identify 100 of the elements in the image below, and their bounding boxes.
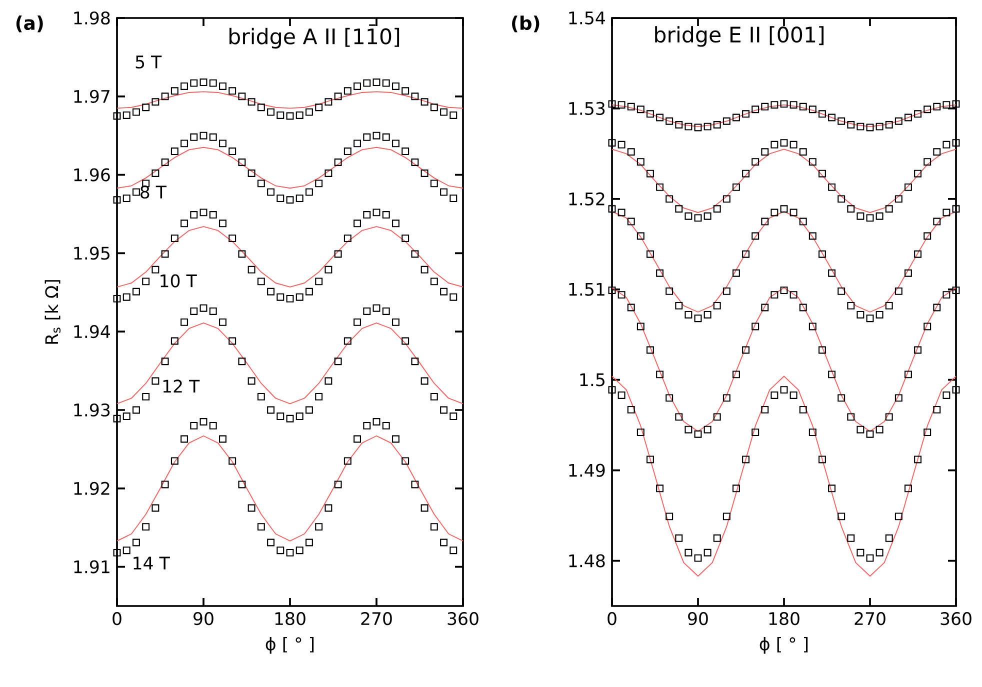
point: [838, 512, 846, 520]
point: [344, 87, 352, 95]
point: [761, 148, 769, 156]
point: [942, 391, 950, 399]
point: [170, 337, 178, 345]
point: [440, 108, 448, 116]
line-series: [612, 376, 956, 577]
point: [780, 205, 788, 213]
point: [924, 232, 932, 240]
point: [209, 133, 217, 141]
point: [808, 322, 816, 330]
point: [402, 148, 410, 156]
y-tick-label: 1.92: [74, 482, 110, 495]
point: [942, 208, 950, 216]
point: [170, 234, 178, 242]
point: [276, 412, 284, 420]
point: [190, 307, 198, 315]
point: [315, 523, 323, 531]
x-tick-label: 0: [608, 612, 616, 626]
y-tick-label: 1.52: [569, 192, 604, 206]
point: [742, 110, 750, 118]
point: [627, 304, 635, 312]
point: [713, 534, 721, 542]
point: [876, 310, 884, 318]
point: [382, 307, 390, 315]
point: [636, 232, 644, 240]
point: [675, 413, 683, 421]
point: [238, 158, 246, 166]
y-tick-label: 1.97: [74, 90, 110, 103]
point: [713, 413, 721, 421]
point: [866, 314, 874, 322]
point: [894, 394, 902, 402]
point: [334, 92, 342, 100]
point: [866, 124, 874, 132]
y-tick-label: 1.93: [74, 403, 110, 417]
point: [132, 538, 140, 546]
point: [354, 435, 362, 443]
point: [450, 293, 458, 301]
point: [382, 133, 390, 141]
point: [752, 232, 760, 240]
y-tick-label: 1.94: [74, 325, 110, 338]
x-tick-label: 90: [688, 612, 708, 626]
point: [218, 318, 226, 326]
point: [411, 158, 419, 166]
point: [248, 169, 256, 177]
point: [770, 391, 778, 399]
point: [722, 394, 730, 402]
point: [636, 428, 644, 436]
point: [608, 139, 616, 147]
point: [430, 392, 438, 400]
point: [618, 391, 626, 399]
point: [142, 104, 150, 112]
point: [704, 310, 712, 318]
point: [334, 158, 342, 166]
point: [372, 304, 380, 312]
point: [856, 122, 864, 130]
point: [305, 538, 313, 546]
point: [894, 287, 902, 295]
point: [180, 220, 188, 228]
point: [790, 140, 798, 148]
x-tick-label: 360: [448, 612, 478, 626]
point: [732, 484, 740, 492]
y-tick-label: 1.49: [569, 464, 605, 477]
point: [666, 394, 674, 402]
point: [161, 158, 169, 166]
point: [228, 457, 236, 465]
point: [440, 538, 448, 546]
point: [666, 512, 674, 520]
point: [161, 358, 169, 366]
point: [152, 98, 160, 106]
point: [132, 288, 140, 296]
point: [722, 512, 730, 520]
point: [914, 170, 922, 178]
point: [420, 377, 428, 385]
point: [856, 310, 864, 318]
y-tick-label: 1.91: [74, 560, 110, 574]
point: [430, 180, 438, 188]
point: [420, 169, 428, 177]
line-series: [116, 435, 464, 542]
point: [382, 422, 390, 430]
point: [392, 82, 400, 90]
point: [122, 293, 130, 301]
point: [866, 214, 874, 222]
point: [363, 307, 371, 315]
point: [704, 122, 712, 130]
point: [742, 250, 750, 258]
point: [675, 534, 683, 542]
point: [924, 158, 932, 166]
point: [161, 480, 169, 488]
point: [799, 218, 807, 226]
point: [305, 406, 313, 414]
point: [200, 418, 208, 426]
point: [402, 234, 410, 242]
point: [742, 456, 750, 464]
x-tick-label: 180: [769, 612, 800, 626]
point: [392, 318, 400, 326]
point: [646, 456, 654, 464]
point: [286, 414, 294, 422]
point: [267, 288, 275, 296]
point: [113, 112, 121, 120]
